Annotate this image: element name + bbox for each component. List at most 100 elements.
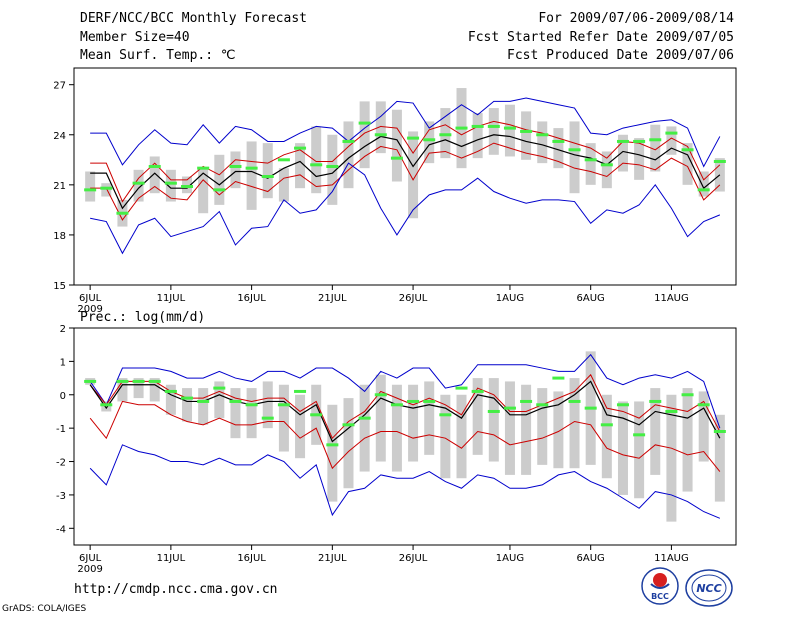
ensemble-box <box>262 381 273 429</box>
produced-date-label: Fcst Produced Date 2009/07/06 <box>507 48 734 63</box>
temperature-panel: 15 18 21 24 27 6JUL 11JUL 16JUL 21JUL 26JUL 1AUG 6A… <box>53 67 737 315</box>
ensemble-box <box>666 394 677 522</box>
median-marker <box>616 139 629 143</box>
x-tick-label: 11JUL <box>157 293 186 304</box>
ensemble-box <box>343 398 354 489</box>
median-marker <box>439 413 452 417</box>
ensemble-box <box>295 143 306 189</box>
series-mean-line <box>90 134 721 210</box>
series-p_low-line <box>89 400 721 472</box>
ensemble-box <box>311 126 322 194</box>
median-marker <box>116 379 129 383</box>
ensemble-box <box>617 134 628 172</box>
median-marker <box>713 159 726 163</box>
median-marker <box>439 133 452 137</box>
median-marker <box>310 413 323 417</box>
series-min-line <box>89 444 721 519</box>
median-marker <box>649 399 662 403</box>
median-marker <box>681 148 694 152</box>
median-marker <box>100 403 113 407</box>
median-marker <box>358 121 371 125</box>
website-url[interactable]: http://cmdp.ncc.cma.gov.cn <box>74 582 278 597</box>
x-year-label: 2009 <box>77 564 102 575</box>
y-tick-label: 27 <box>53 81 66 92</box>
y-tick-label: 1 <box>60 357 66 368</box>
ensemble-box <box>278 168 289 202</box>
median-marker <box>84 379 97 383</box>
median-marker <box>600 423 613 427</box>
member-size-label: Member Size=40 <box>80 30 190 45</box>
ensemble-box <box>149 378 160 402</box>
ensemble-box <box>634 401 645 499</box>
x-tick-label: 26JUL <box>399 553 428 564</box>
ensemble-box <box>198 168 209 214</box>
median-marker <box>132 379 145 383</box>
started-refer-date-label: Fcst Started Refer Date 2009/07/05 <box>467 30 734 45</box>
ensemble-box <box>682 388 693 492</box>
median-marker <box>536 133 549 137</box>
median-marker <box>148 379 161 383</box>
ensemble-box <box>198 388 209 425</box>
median-marker <box>487 124 500 128</box>
ensemble-box <box>488 108 499 155</box>
ensemble-box <box>214 381 225 419</box>
ensemble-box <box>472 113 483 159</box>
ensemble-box <box>408 131 419 219</box>
median-marker <box>294 146 307 150</box>
median-marker <box>600 163 613 167</box>
median-marker <box>213 386 226 390</box>
series-p_low-line <box>90 142 721 221</box>
ensemble-box <box>278 384 289 452</box>
ensemble-box <box>666 126 677 155</box>
median-marker <box>164 389 177 393</box>
x-tick-label: 11AUG <box>654 553 689 564</box>
x-tick-label: 6AUG <box>577 293 605 304</box>
median-marker <box>277 158 290 162</box>
ensemble-box <box>359 101 370 169</box>
ensemble-box <box>408 384 419 462</box>
chart-title: DERF/NCC/BCC Monthly Forecast <box>80 11 307 26</box>
median-marker <box>407 399 420 403</box>
median-marker <box>568 148 581 152</box>
median-marker <box>277 403 290 407</box>
ensemble-box <box>521 111 532 160</box>
x-tick-label: 11JUL <box>157 553 186 564</box>
x-tick-label: 21JUL <box>318 293 347 304</box>
series-mean-line <box>89 380 721 443</box>
median-marker <box>390 403 403 407</box>
median-marker <box>633 139 646 143</box>
y-tick-label: -4 <box>56 524 66 535</box>
ensemble-box <box>375 101 386 154</box>
ensemble-box <box>375 374 386 462</box>
median-marker <box>423 138 436 142</box>
ensemble-box <box>585 143 596 185</box>
median-marker <box>148 164 161 168</box>
ensemble-box <box>246 388 257 439</box>
ensemble-box <box>601 394 612 479</box>
bcc-logo: BCC <box>641 567 679 605</box>
ensemble-box <box>85 171 96 202</box>
median-marker <box>84 188 97 192</box>
x-tick-label: 16JUL <box>237 553 266 564</box>
median-marker <box>455 386 468 390</box>
median-marker <box>665 409 678 413</box>
ensemble-box <box>617 401 628 495</box>
y-tick-label: -3 <box>56 491 66 502</box>
median-marker <box>520 399 533 403</box>
ensemble-box <box>553 128 564 169</box>
median-marker <box>310 163 323 167</box>
median-marker <box>390 156 403 160</box>
precip-panel-title: Prec.: log(mm/d) <box>80 310 205 325</box>
ensemble-box <box>601 151 612 189</box>
ensemble-box <box>569 121 580 194</box>
median-marker <box>294 389 307 393</box>
x-tick-label: 11AUG <box>654 293 689 304</box>
median-marker <box>697 403 710 407</box>
median-marker <box>100 186 113 190</box>
x-tick-label: 6JUL <box>79 293 102 304</box>
ensemble-box <box>698 391 709 462</box>
median-marker <box>552 139 565 143</box>
median-marker <box>681 393 694 397</box>
ensemble-box <box>117 378 128 402</box>
